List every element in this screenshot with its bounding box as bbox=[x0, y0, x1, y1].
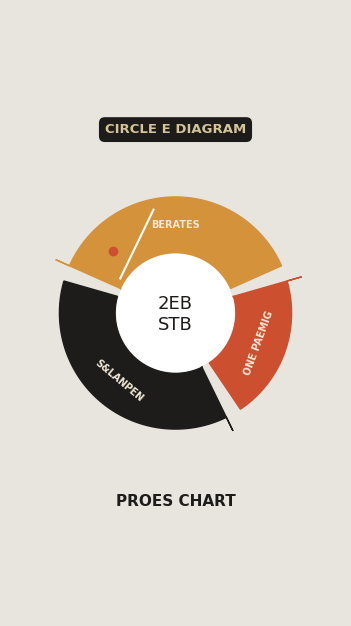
Text: S&LANPEN: S&LANPEN bbox=[93, 357, 145, 404]
Text: STB: STB bbox=[158, 316, 193, 334]
Polygon shape bbox=[56, 197, 282, 295]
Text: ONE PAEMIG: ONE PAEMIG bbox=[242, 310, 275, 377]
Text: 2EB: 2EB bbox=[158, 295, 193, 313]
Circle shape bbox=[117, 254, 234, 372]
Text: PROES CHART: PROES CHART bbox=[115, 493, 236, 508]
Text: BERATES: BERATES bbox=[151, 220, 200, 230]
Polygon shape bbox=[209, 277, 302, 409]
Text: CIRCLE E DIAGRAM: CIRCLE E DIAGRAM bbox=[105, 123, 246, 136]
Polygon shape bbox=[59, 281, 233, 431]
